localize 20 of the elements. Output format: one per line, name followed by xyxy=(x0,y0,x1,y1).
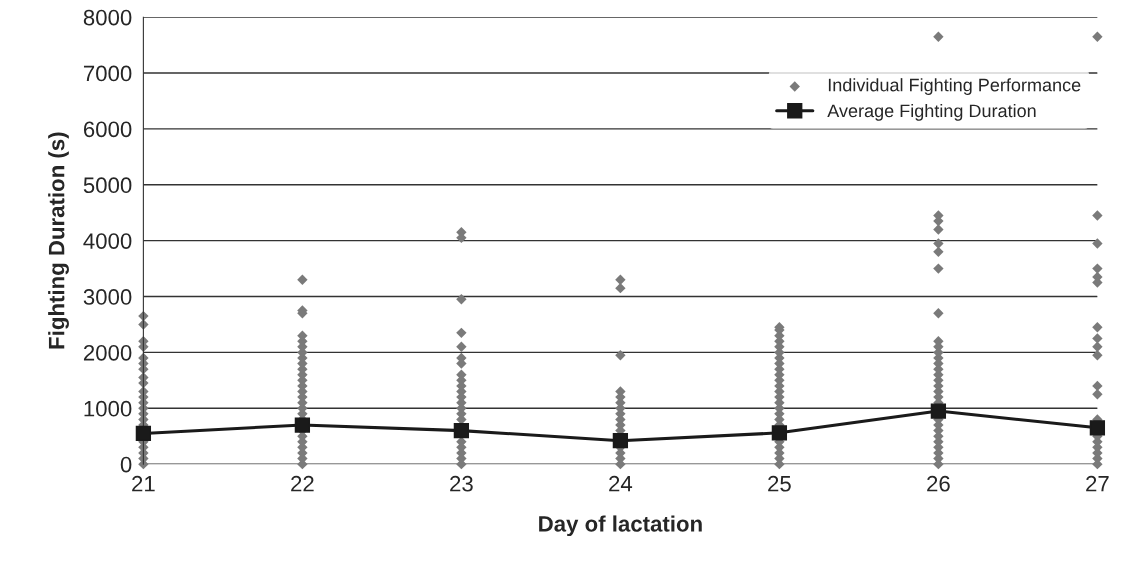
y-tick-label: 5000 xyxy=(83,177,132,194)
x-tick-label: 27 xyxy=(1086,475,1109,492)
x-tick-label: 23 xyxy=(450,475,473,492)
y-tick-label: 2000 xyxy=(83,344,132,361)
x-tick-label: 26 xyxy=(927,475,950,492)
y-tick-label: 6000 xyxy=(83,121,132,138)
y-axis-title: Fighting Duration (s) xyxy=(48,132,69,349)
y-tick-label: 4000 xyxy=(83,233,132,249)
y-tick-label: 0 xyxy=(120,456,132,473)
y-tick-label: 8000 xyxy=(83,9,132,26)
y-tick-label: 3000 xyxy=(83,289,132,305)
y-tick-label: 1000 xyxy=(84,400,132,417)
y-tick-label: 7000 xyxy=(83,65,132,82)
x-tick-label: 21 xyxy=(132,475,155,492)
x-axis-title: Day of lactation xyxy=(539,515,702,537)
x-tick-label: 25 xyxy=(768,475,791,492)
legend-label: Average Fighting Duration xyxy=(827,103,1036,121)
legend-label: Individual Fighting Performance xyxy=(828,78,1081,95)
x-tick-label: 22 xyxy=(291,475,314,492)
x-tick-label: 24 xyxy=(609,475,633,492)
